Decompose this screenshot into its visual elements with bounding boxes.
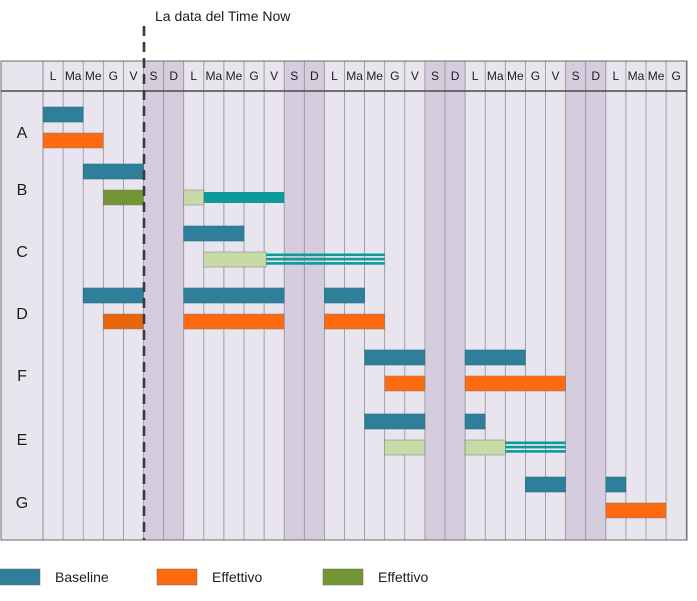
baseline-bar xyxy=(82,287,144,304)
effettivo-bar xyxy=(203,251,267,268)
remaining-stripe xyxy=(266,262,385,265)
day-header-label: Ma xyxy=(628,69,645,83)
remaining-stripe xyxy=(505,445,566,449)
baseline-bar xyxy=(464,349,526,366)
legend-label: Effettivo xyxy=(378,569,429,585)
day-header-label: L xyxy=(190,69,197,83)
baseline-bar xyxy=(183,287,285,304)
legend-label: Baseline xyxy=(55,569,109,585)
effettivo-bar xyxy=(384,375,426,392)
day-header-label: Ma xyxy=(206,69,223,83)
effettivo-bar xyxy=(183,313,285,330)
baseline-bar xyxy=(324,287,365,304)
weekend-column xyxy=(284,61,305,540)
legend-label: Effettivo xyxy=(212,569,263,585)
baseline-bar xyxy=(525,476,566,493)
day-header-label: Me xyxy=(226,69,243,83)
day-header-label: G xyxy=(109,69,118,83)
day-header-label: D xyxy=(169,69,178,83)
row-label: A xyxy=(17,125,28,142)
remaining-stripe xyxy=(266,253,385,257)
day-header-label: L xyxy=(472,69,479,83)
remaining-stripe xyxy=(266,257,385,261)
row-label: E xyxy=(17,432,28,449)
day-header-label: Me xyxy=(366,69,383,83)
row-label: C xyxy=(16,244,28,261)
weekend-column xyxy=(424,61,445,540)
remaining-bar xyxy=(203,192,285,203)
weekend-column xyxy=(163,61,184,540)
effettivo-bar xyxy=(183,189,205,206)
effettivo-bar xyxy=(42,132,104,149)
day-header-label: Me xyxy=(507,69,524,83)
baseline-bar xyxy=(183,225,245,242)
weekend-column xyxy=(143,61,164,540)
remaining-stripe xyxy=(505,441,566,445)
effettivo-bar xyxy=(605,502,667,519)
row-label: B xyxy=(17,182,28,199)
effettivo-bar xyxy=(464,375,566,392)
legend-swatch xyxy=(0,568,41,586)
effettivo-bar xyxy=(464,439,506,456)
day-header-label: Ma xyxy=(487,69,504,83)
baseline-bar xyxy=(364,349,426,366)
remaining-striped-bar xyxy=(266,253,385,265)
day-header-label: Me xyxy=(85,69,102,83)
weekend-column xyxy=(445,61,466,540)
day-header-label: V xyxy=(129,69,137,83)
day-header-label: G xyxy=(249,69,258,83)
row-label: D xyxy=(16,306,28,323)
effettivo-bar xyxy=(384,439,426,456)
baseline-bar xyxy=(42,106,84,123)
baseline-bar xyxy=(82,163,144,180)
effettivo-bar xyxy=(103,313,144,330)
day-header-label: S xyxy=(290,69,298,83)
legend-swatch xyxy=(156,568,198,586)
row-label: F xyxy=(17,368,27,385)
weekend-column xyxy=(304,61,325,540)
day-header-label: L xyxy=(613,69,620,83)
day-header-label: L xyxy=(50,69,57,83)
day-header-label: G xyxy=(531,69,540,83)
time-now-annotation: La data del Time Now xyxy=(155,8,291,24)
remaining-stripe xyxy=(505,450,566,453)
day-header-label: L xyxy=(331,69,338,83)
day-header-label: D xyxy=(591,69,600,83)
day-header-label: Ma xyxy=(346,69,363,83)
day-header-label: S xyxy=(572,69,580,83)
day-header-label: D xyxy=(310,69,319,83)
day-header-label: S xyxy=(431,69,439,83)
day-header-label: D xyxy=(451,69,460,83)
effettivo-bar xyxy=(324,313,385,330)
baseline-bar xyxy=(605,476,627,493)
baseline-bar xyxy=(364,413,426,430)
day-header-label: V xyxy=(552,69,560,83)
day-header-label: Me xyxy=(648,69,665,83)
baseline-bar xyxy=(464,413,486,430)
remaining-striped-bar xyxy=(505,441,566,453)
weekend-column xyxy=(565,61,586,540)
day-header-label: Ma xyxy=(65,69,82,83)
day-header-label: G xyxy=(390,69,399,83)
effettivo-bar xyxy=(103,189,144,206)
grid-border xyxy=(0,60,688,541)
weekend-column xyxy=(585,61,606,540)
day-header-label: V xyxy=(270,69,278,83)
day-header-label: S xyxy=(150,69,158,83)
legend-swatch xyxy=(322,568,364,586)
day-header-label: G xyxy=(671,69,680,83)
day-header-label: V xyxy=(411,69,419,83)
row-label: G xyxy=(16,495,28,512)
